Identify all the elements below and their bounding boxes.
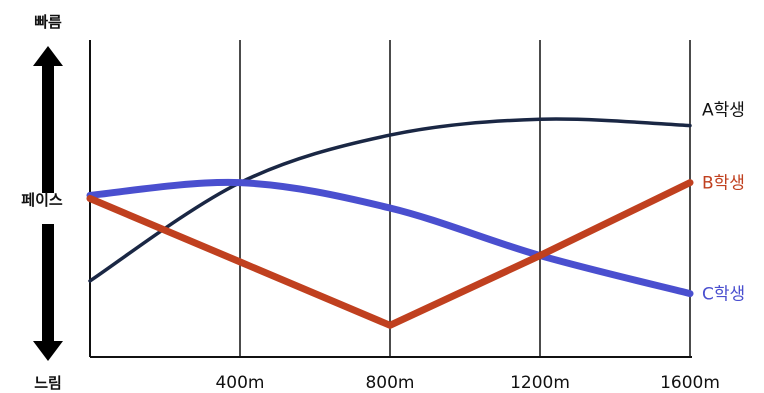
series-label-3: C학생 — [702, 285, 745, 305]
series-labels: A학생 B학생 C학생 — [702, 101, 745, 305]
y-axis-bottom-label: 느림 — [34, 374, 62, 392]
x-tick-label: 1600m — [660, 373, 720, 393]
slow-arrow-icon — [33, 224, 63, 361]
series-line-3 — [86, 178, 694, 298]
x-tick-label: 1200m — [510, 373, 570, 393]
y-axis-top-label: 빠름 — [34, 13, 62, 31]
series-label-2: B학생 — [702, 174, 745, 194]
x-tick-label: 400m — [215, 373, 264, 393]
series-lines — [86, 117, 694, 329]
series-line-1 — [88, 117, 692, 283]
x-tick-label: 800m — [365, 373, 414, 393]
y-axis-label: 페이스 — [21, 191, 63, 209]
fast-arrow-icon — [33, 46, 63, 193]
series-line-2 — [86, 179, 694, 329]
series-label-1: A학생 — [702, 101, 745, 121]
x-tick-labels: 400m 800m 1200m 1600m — [215, 373, 719, 393]
grid-lines — [89, 40, 691, 357]
